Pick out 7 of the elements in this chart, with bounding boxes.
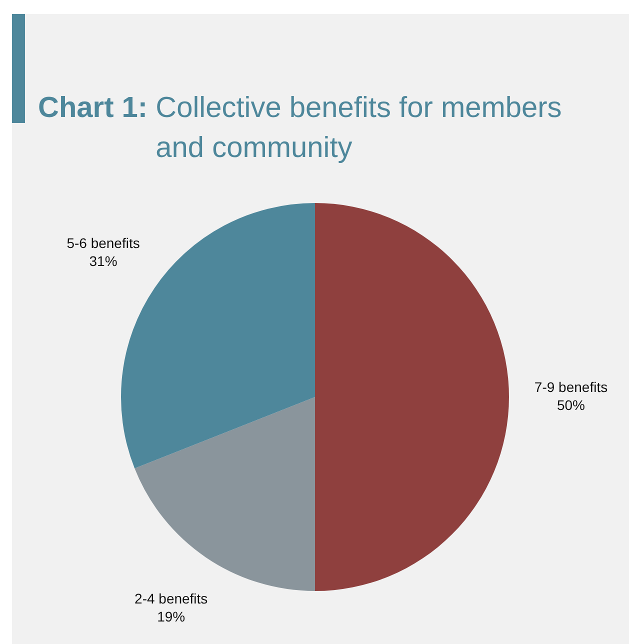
data-label: 50% xyxy=(556,396,586,413)
slice-label: 2-4 benefits xyxy=(134,590,208,607)
slice-label: 7-9 benefits xyxy=(534,378,608,395)
data-label: 31% xyxy=(89,252,118,269)
slice-label: 5-6 benefits xyxy=(66,234,140,251)
data-label: 19% xyxy=(157,608,186,625)
chart-title: Chart 1: Collective benefits for members and community xyxy=(38,91,563,166)
